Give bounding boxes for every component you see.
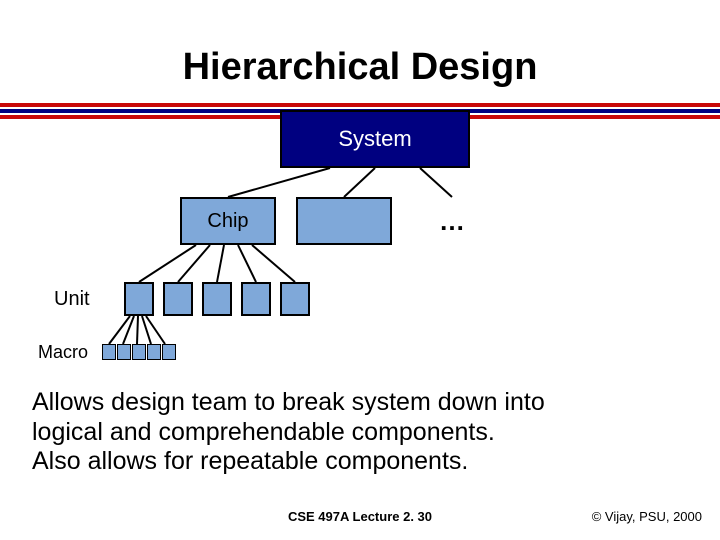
node-ellipsis: …	[404, 197, 500, 245]
node-unit	[163, 282, 193, 316]
node-unit	[202, 282, 232, 316]
node-unit	[124, 282, 154, 316]
label-macro: Macro	[38, 342, 88, 363]
body-line: Allows design team to break system down …	[32, 388, 688, 418]
node-unit	[280, 282, 310, 316]
node-chip-sibling	[296, 197, 392, 245]
body-text: Allows design team to break system down …	[32, 388, 688, 477]
body-line: logical and comprehendable components.	[32, 418, 688, 448]
label-unit: Unit	[54, 288, 90, 311]
node-macro	[102, 344, 116, 360]
node-macro	[162, 344, 176, 360]
node-macro	[117, 344, 131, 360]
footer-right: © Vijay, PSU, 2000	[592, 509, 702, 524]
node-macro	[132, 344, 146, 360]
body-line: Also allows for repeatable components.	[32, 447, 688, 477]
node-macro	[147, 344, 161, 360]
node-unit	[241, 282, 271, 316]
node-system: System	[280, 110, 470, 168]
node-chip: Chip	[180, 197, 276, 245]
